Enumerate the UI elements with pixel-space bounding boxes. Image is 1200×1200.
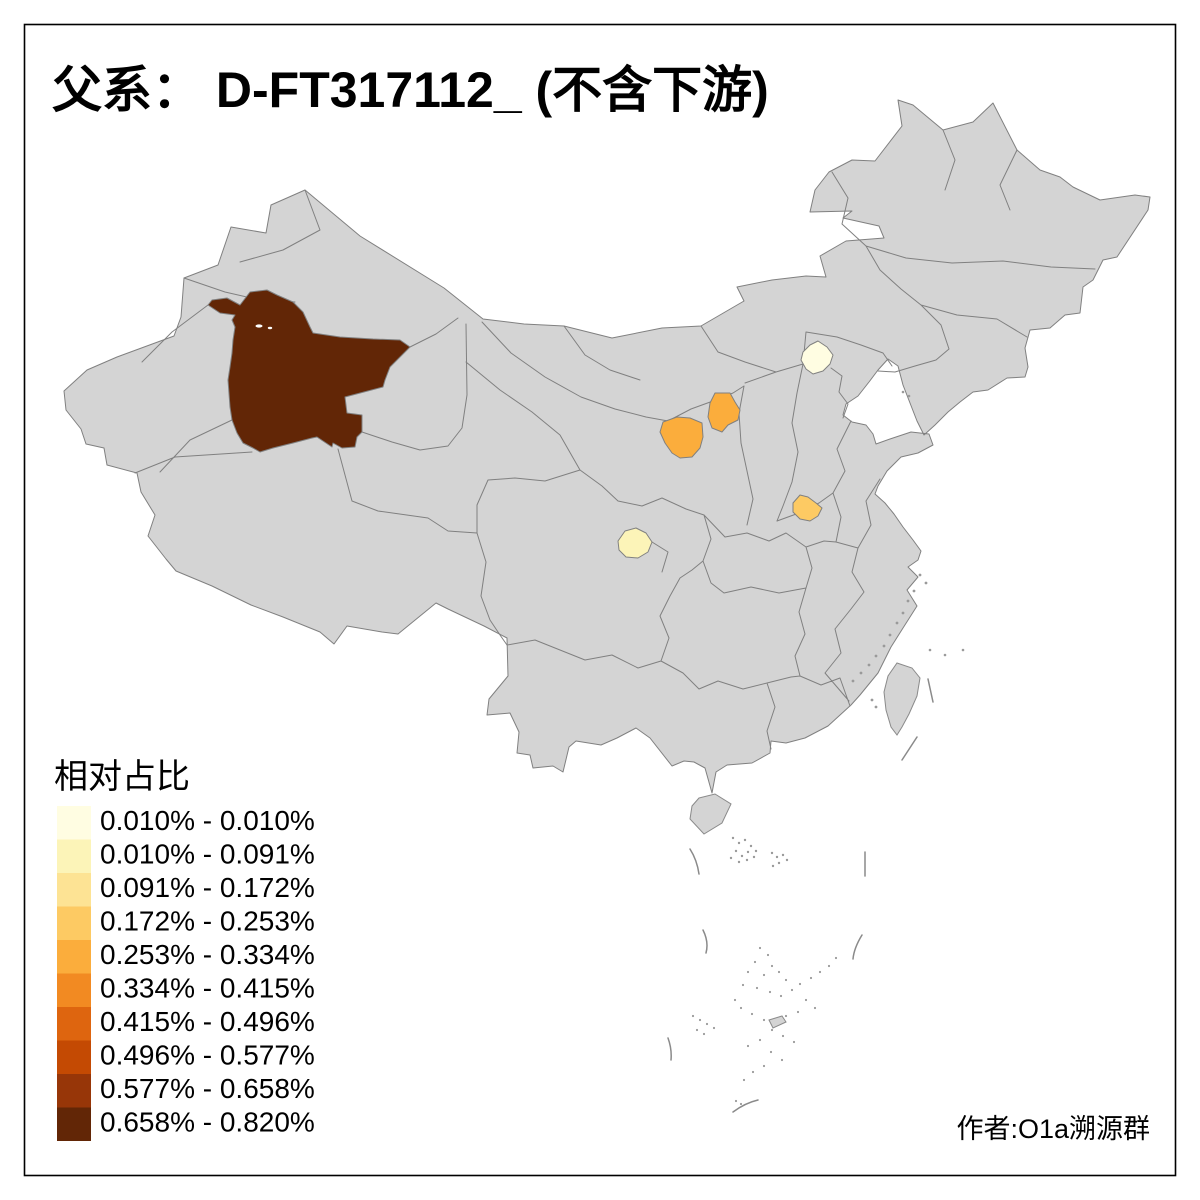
legend-item: 0.010% - 0.091%	[57, 839, 315, 873]
region-northern-shaanxi	[707, 392, 741, 433]
legend-swatch	[57, 839, 91, 873]
province-borders-west	[134, 189, 705, 646]
region-southern-xinjiang	[207, 289, 411, 453]
region-beijing	[800, 340, 834, 375]
region-central-henan	[792, 494, 823, 522]
legend-swatch	[57, 1007, 91, 1041]
legend-item: 0.091% - 0.172%	[57, 872, 315, 907]
legend-label: 0.010% - 0.010%	[100, 805, 315, 836]
legend-label: 0.577% - 0.658%	[100, 1073, 315, 1104]
china-mainland	[63, 99, 1151, 794]
legend-item: 0.577% - 0.658%	[57, 1073, 315, 1108]
region-enclave-hole	[255, 324, 263, 328]
legend-label: 0.334% - 0.415%	[100, 973, 315, 1004]
author-credit: 作者:O1a溯源群	[956, 1114, 1150, 1144]
taiwan-island	[883, 662, 921, 736]
legend-swatch	[57, 940, 91, 974]
south-china-sea-islands	[691, 836, 838, 1106]
scs-islet	[768, 1015, 787, 1029]
legend: 相对占比 0.010% - 0.010% 0.010% - 0.091% 0.0…	[54, 758, 315, 1141]
legend-swatch	[57, 1040, 91, 1074]
legend-label: 0.415% - 0.496%	[100, 1006, 315, 1037]
legend-item: 0.334% - 0.415%	[57, 973, 315, 1007]
legend-item: 0.172% - 0.253%	[57, 906, 315, 940]
region-enclave-hole	[267, 326, 273, 330]
legend-swatch	[57, 906, 91, 940]
legend-label: 0.172% - 0.253%	[100, 906, 315, 937]
nine-dash-line-segments	[667, 678, 934, 1113]
legend-label: 0.091% - 0.172%	[100, 872, 315, 903]
legend-item: 0.010% - 0.010%	[57, 805, 315, 840]
region-chengdu-area	[617, 527, 653, 559]
legend-item: 0.415% - 0.496%	[57, 1006, 315, 1041]
coastal-islands	[851, 390, 965, 709]
legend-label: 0.496% - 0.577%	[100, 1040, 315, 1071]
legend-swatch	[57, 873, 91, 907]
legend-title: 相对占比	[54, 758, 190, 796]
legend-item: 0.253% - 0.334%	[57, 939, 315, 974]
legend-swatch	[57, 806, 91, 840]
hainan-island	[689, 793, 732, 835]
region-eastern-gansu	[659, 416, 704, 459]
legend-swatch	[57, 1107, 91, 1141]
legend-label: 0.658% - 0.820%	[100, 1107, 315, 1138]
legend-swatch	[57, 1074, 91, 1108]
legend-swatch	[57, 973, 91, 1007]
plot-frame	[23, 23, 1177, 1177]
legend-item: 0.496% - 0.577%	[57, 1040, 315, 1074]
legend-item: 0.658% - 0.820%	[57, 1107, 315, 1141]
legend-label: 0.253% - 0.334%	[100, 939, 315, 970]
figure-title: 父系： D-FT317112_ (不含下游)	[52, 62, 769, 118]
legend-label: 0.010% - 0.091%	[100, 839, 315, 870]
